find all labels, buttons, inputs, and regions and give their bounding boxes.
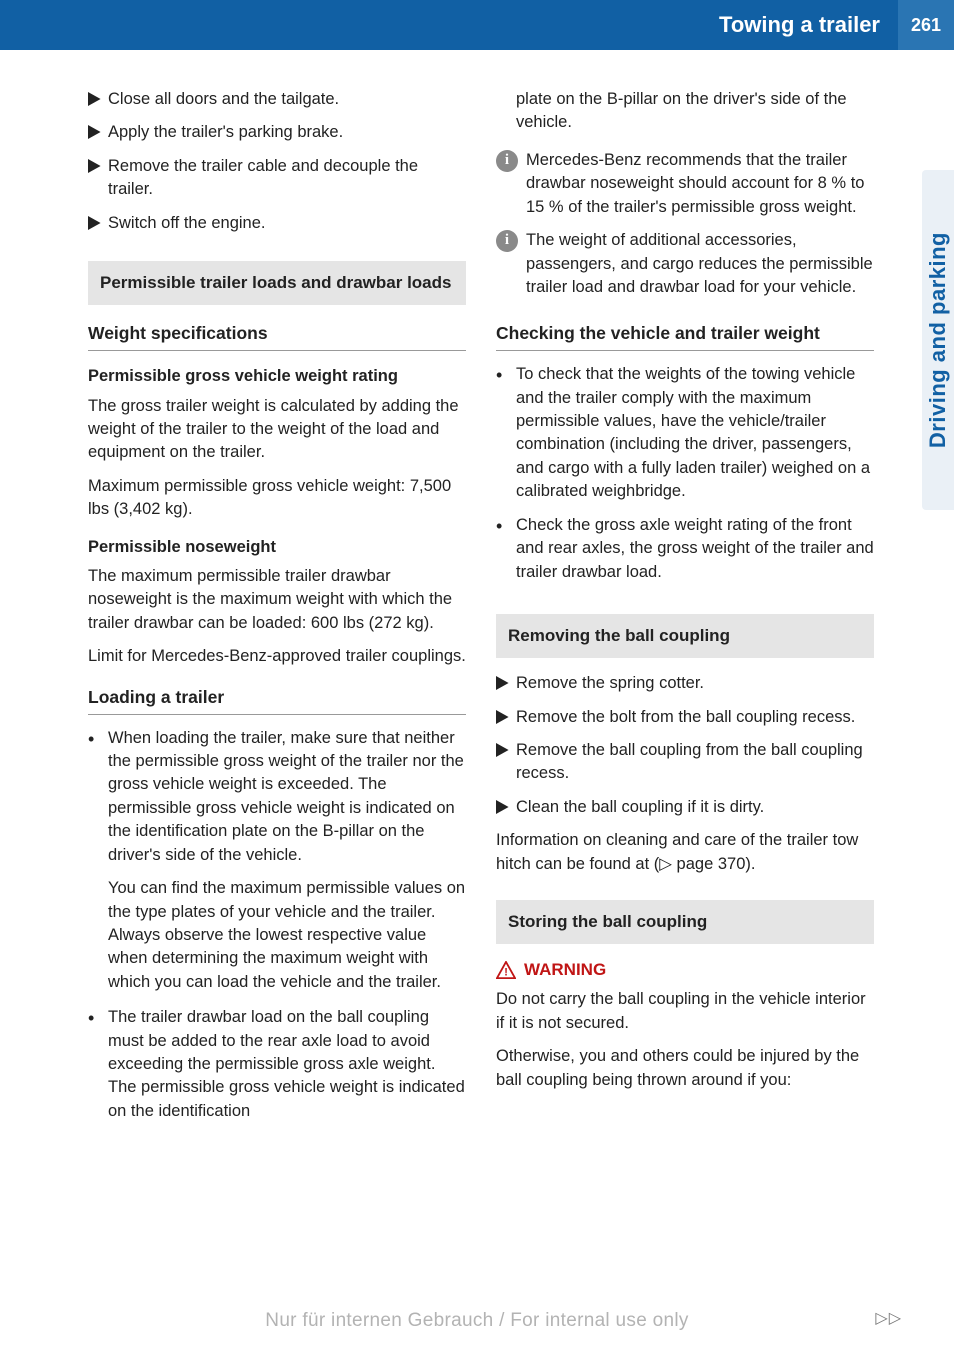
step-item: Remove the ball coupling from the ball c… — [496, 739, 874, 786]
step-item: Remove the trailer cable and decouple th… — [88, 155, 466, 202]
body-text: Limit for Mercedes-Benz-approved trailer… — [88, 645, 466, 668]
step-text: Close all doors and the tailgate. — [108, 88, 339, 111]
warning-label: WARNING — [524, 958, 606, 982]
list-item: • When loading the trailer, make sure th… — [88, 727, 466, 868]
triangle-bullet-icon — [496, 710, 510, 724]
svg-text:!: ! — [504, 967, 508, 979]
triangle-bullet-icon — [88, 125, 102, 139]
triangle-bullet-icon — [496, 676, 510, 690]
step-text: Remove the ball coupling from the ball c… — [516, 739, 874, 786]
list-text: The trailer drawbar load on the ball cou… — [108, 1006, 466, 1123]
body-text: plate on the B-pillar on the driver's si… — [516, 88, 874, 135]
step-text: Remove the spring cotter. — [516, 672, 704, 695]
header-title: Towing a trailer — [719, 12, 880, 38]
step-item: Remove the bolt from the ball coupling r… — [496, 706, 874, 729]
sub-sub-heading: Permissible gross vehicle weight rating — [88, 365, 466, 388]
page-number: 261 — [898, 0, 954, 50]
list-text: To check that the weights of the towing … — [516, 363, 874, 504]
content-area: Close all doors and the tailgate. Apply … — [0, 50, 954, 1133]
body-text: Maximum permissible gross vehicle weight… — [88, 475, 466, 522]
sub-sub-heading: Permissible noseweight — [88, 536, 466, 559]
info-icon: i — [496, 230, 518, 252]
triangle-bullet-icon — [496, 800, 510, 814]
sub-heading: Loading a trailer — [88, 685, 466, 715]
section-heading: Storing the ball coupling — [496, 900, 874, 944]
warning-icon: ! — [496, 961, 516, 979]
step-item: Switch off the engine. — [88, 212, 466, 235]
info-item: i Mercedes-Benz recommends that the trai… — [496, 149, 874, 219]
section-heading: Permissible trailer loads and drawbar lo… — [88, 261, 466, 305]
triangle-bullet-icon — [88, 159, 102, 173]
list-item: • To check that the weights of the towin… — [496, 363, 874, 504]
info-item: i The weight of additional accessories, … — [496, 229, 874, 299]
body-text: The gross trailer weight is calculated b… — [88, 395, 466, 465]
bullet-icon: • — [496, 514, 510, 540]
body-text: You can find the maximum permissible val… — [108, 877, 466, 994]
warning-text: Otherwise, you and others could be injur… — [496, 1045, 874, 1092]
step-text: Apply the trailer's parking brake. — [108, 121, 343, 144]
step-item: Remove the spring cotter. — [496, 672, 874, 695]
left-column: Close all doors and the tailgate. Apply … — [88, 88, 466, 1133]
continue-indicator: ▷▷ — [875, 1308, 902, 1328]
triangle-bullet-icon — [496, 743, 510, 757]
section-tab: Driving and parking — [922, 170, 954, 510]
list-item: • The trailer drawbar load on the ball c… — [88, 1006, 466, 1123]
step-text: Switch off the engine. — [108, 212, 265, 235]
step-item: Clean the ball coupling if it is dirty. — [496, 796, 874, 819]
section-tab-label: Driving and parking — [925, 232, 951, 448]
step-text: Remove the trailer cable and decouple th… — [108, 155, 466, 202]
right-column: plate on the B-pillar on the driver's si… — [496, 88, 874, 1133]
bullet-icon: • — [496, 363, 510, 389]
step-item: Close all doors and the tailgate. — [88, 88, 466, 111]
section-heading: Removing the ball coupling — [496, 614, 874, 658]
step-text: Clean the ball coupling if it is dirty. — [516, 796, 764, 819]
header-bar: Towing a trailer 261 — [0, 0, 954, 50]
warning-heading: ! WARNING — [496, 958, 874, 982]
warning-text: Do not carry the ball coupling in the ve… — [496, 988, 874, 1035]
step-text: Remove the bolt from the ball coupling r… — [516, 706, 855, 729]
bullet-icon: • — [88, 1006, 102, 1032]
step-item: Apply the trailer's parking brake. — [88, 121, 466, 144]
triangle-bullet-icon — [88, 216, 102, 230]
list-text: When loading the trailer, make sure that… — [108, 727, 466, 868]
body-text: Information on cleaning and care of the … — [496, 829, 874, 876]
list-item: • Check the gross axle weight rating of … — [496, 514, 874, 584]
list-text: Check the gross axle weight rating of th… — [516, 514, 874, 584]
footer-watermark: Nur für internen Gebrauch / For internal… — [0, 1310, 954, 1332]
sub-heading: Weight specifications — [88, 321, 466, 351]
body-text: The maximum permissible trailer drawbar … — [88, 565, 466, 635]
info-text: Mercedes-Benz recommends that the traile… — [526, 149, 874, 219]
info-icon: i — [496, 150, 518, 172]
triangle-bullet-icon — [88, 92, 102, 106]
info-text: The weight of additional accessories, pa… — [526, 229, 874, 299]
sub-heading: Checking the vehicle and trailer weight — [496, 321, 874, 351]
bullet-icon: • — [88, 727, 102, 753]
